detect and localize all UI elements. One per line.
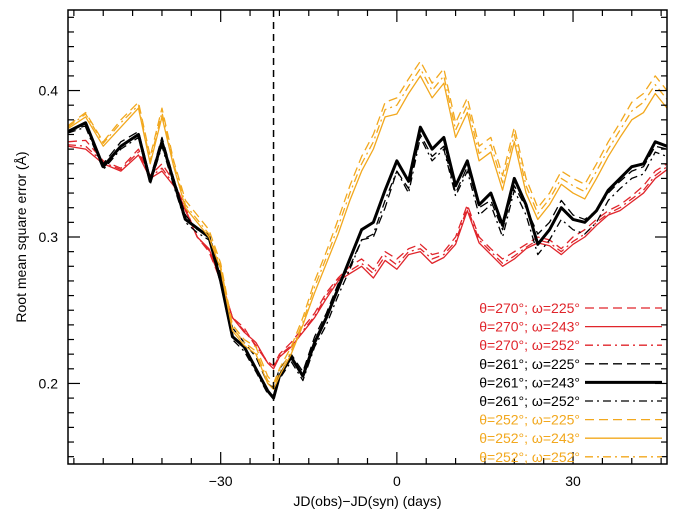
- series-line-8: [68, 75, 667, 390]
- legend-label: θ=261°; ω=243°: [479, 374, 580, 390]
- series-line-6: [68, 126, 667, 396]
- ticks-layer: [68, 10, 667, 464]
- x-tick-label: 30: [565, 473, 581, 489]
- legend-label: θ=270°; ω=225°: [479, 300, 580, 316]
- x-tick-label: −30: [209, 473, 233, 489]
- series-line-3: [68, 144, 667, 368]
- legend-label: θ=270°; ω=243°: [479, 319, 580, 335]
- legend-label: θ=252°; ω=252°: [479, 449, 580, 465]
- y-tick-label: 0.4: [39, 83, 59, 99]
- x-axis-title: JD(obs)−JD(syn) (days): [293, 493, 441, 509]
- series-line-4: [68, 125, 667, 389]
- legend-label: θ=252°; ω=243°: [479, 430, 580, 446]
- y-axis-title: Root mean square error (Å): [13, 151, 29, 322]
- series-line-1: [68, 139, 667, 367]
- legend: θ=270°; ω=225° θ=270°; ω=243° θ=270°; ω=25…: [479, 300, 662, 465]
- y-tick-label: 0.2: [39, 375, 59, 391]
- legend-label: θ=270°; ω=252°: [479, 337, 580, 353]
- series-line-5: [68, 121, 667, 400]
- x-tick-label: 0: [393, 473, 401, 489]
- tick-labels-layer: −30 0 30 0.2 0.3 0.4: [39, 83, 582, 489]
- series-line-7: [68, 60, 667, 385]
- series-layer: [68, 60, 667, 400]
- legend-label: θ=252°; ω=225°: [479, 412, 580, 428]
- legend-label: θ=261°; ω=225°: [479, 356, 580, 372]
- legend-label: θ=261°; ω=252°: [479, 393, 580, 409]
- y-tick-label: 0.3: [39, 229, 59, 245]
